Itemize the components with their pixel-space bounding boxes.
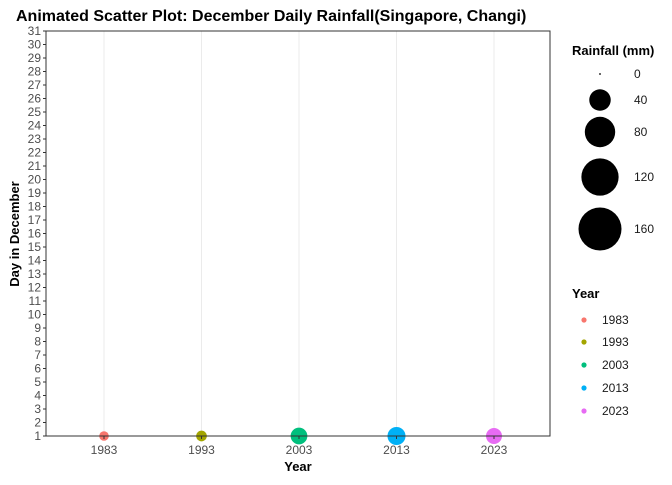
- size-legend-label-120: 120: [634, 170, 654, 184]
- color-legend: Year 1983 1993 2003 2013 2023: [572, 286, 629, 418]
- y-tick-label-25: 25: [28, 105, 42, 119]
- size-legend-key-120: [581, 158, 619, 196]
- grid-lines: [103, 31, 495, 436]
- color-legend-key-2013: [581, 385, 587, 391]
- y-axis-title: Day in December: [7, 181, 22, 287]
- y-tick-label-27: 27: [28, 78, 42, 92]
- y-tick-label-19: 19: [28, 186, 42, 200]
- size-legend-label-0: 0: [634, 67, 641, 81]
- y-tick-label-5: 5: [34, 375, 41, 389]
- y-tick-label-13: 13: [28, 267, 42, 281]
- color-legend-key-2023: [581, 408, 587, 414]
- y-tick-label-3: 3: [34, 402, 41, 416]
- size-legend-label-160: 160: [634, 222, 654, 236]
- color-legend-label-1993: 1993: [602, 335, 629, 349]
- y-tick-label-22: 22: [28, 146, 42, 160]
- size-legend-label-40: 40: [634, 93, 648, 107]
- color-legend-label-1983: 1983: [602, 313, 629, 327]
- color-legend-key-1993: [581, 339, 587, 345]
- y-tick-label-8: 8: [34, 335, 41, 349]
- size-legend-label-80: 80: [634, 125, 648, 139]
- y-tick-label-29: 29: [28, 51, 42, 65]
- y-tick-label-17: 17: [28, 213, 42, 227]
- color-legend-label-2023: 2023: [602, 404, 629, 418]
- y-tick-label-12: 12: [28, 281, 42, 295]
- y-tick-label-24: 24: [28, 119, 42, 133]
- x-tick-label-2013: 2013: [383, 443, 410, 457]
- color-legend-key-2003: [581, 362, 587, 368]
- x-tick-label-2003: 2003: [286, 443, 313, 457]
- y-tick-label-31: 31: [28, 24, 42, 38]
- y-tick-label-16: 16: [28, 227, 42, 241]
- x-axis-title: Year: [284, 459, 311, 474]
- y-tick-label-30: 30: [28, 38, 42, 52]
- x-tick-label-1993: 1993: [188, 443, 215, 457]
- color-legend-label-2013: 2013: [602, 381, 629, 395]
- color-legend-label-2003: 2003: [602, 358, 629, 372]
- y-tick-label-26: 26: [28, 92, 42, 106]
- size-legend: Rainfall (mm) 0 40 80 120 160: [572, 43, 654, 251]
- y-tick-label-20: 20: [28, 173, 42, 187]
- chart-title: Animated Scatter Plot: December Daily Ra…: [16, 8, 526, 25]
- y-tick-label-2: 2: [34, 416, 41, 430]
- y-tick-label-6: 6: [34, 362, 41, 376]
- y-tick-label-9: 9: [34, 321, 41, 335]
- y-tick-label-15: 15: [28, 240, 42, 254]
- y-tick-label-18: 18: [28, 200, 42, 214]
- color-legend-title: Year: [572, 286, 599, 301]
- size-legend-key-40: [589, 89, 611, 111]
- y-tick-label-10: 10: [28, 308, 42, 322]
- y-tick-label-14: 14: [28, 254, 42, 268]
- y-tick-label-11: 11: [29, 294, 42, 308]
- y-tick-label-28: 28: [28, 65, 42, 79]
- y-tick-label-7: 7: [34, 348, 41, 362]
- y-axis: 1234567891011121314151617181920212223242…: [28, 24, 46, 443]
- color-legend-key-1983: [581, 317, 587, 323]
- size-legend-key-160: [578, 207, 622, 251]
- x-tick-label-1983: 1983: [91, 443, 118, 457]
- size-legend-key-80: [584, 116, 616, 148]
- x-tick-label-2023: 2023: [481, 443, 508, 457]
- x-axis: 1983 1993 2003 2013 2023: [91, 436, 508, 457]
- y-tick-label-21: 21: [28, 159, 42, 173]
- size-legend-key-0: [599, 73, 601, 75]
- size-legend-title: Rainfall (mm): [572, 43, 654, 58]
- y-tick-label-23: 23: [28, 132, 42, 146]
- y-tick-label-1: 1: [34, 429, 41, 443]
- y-tick-label-4: 4: [34, 389, 41, 403]
